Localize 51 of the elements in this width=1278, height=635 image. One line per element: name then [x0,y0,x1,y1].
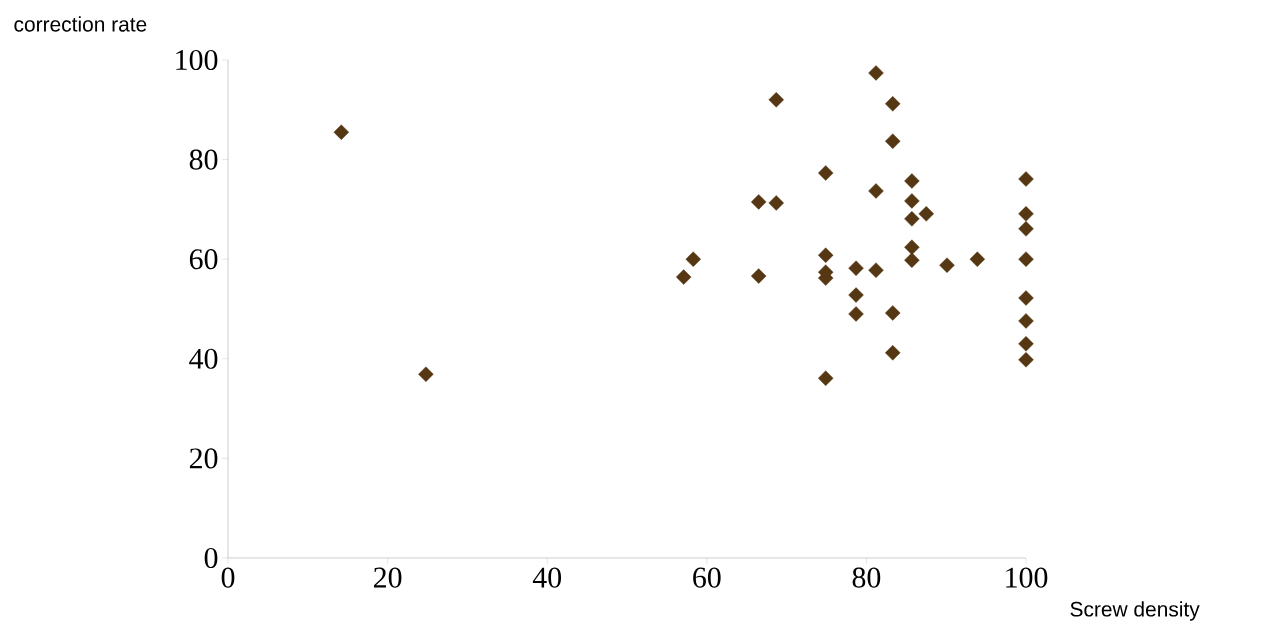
x-tick-label: 60 [693,567,721,588]
point [1018,290,1034,306]
point [868,65,884,81]
point [885,345,901,361]
y-axis-title: correction rate [14,16,147,32]
point [885,133,901,149]
point [675,269,692,285]
point [685,251,701,267]
y-tick-label: 40 [189,348,218,369]
point [1018,336,1034,352]
x-tick-label: 80 [852,567,881,588]
point [768,195,784,211]
point [1018,221,1034,237]
point [885,96,901,112]
point [1018,171,1034,187]
point [1018,206,1034,222]
point [939,257,955,273]
y-tick-label: 100 [176,49,218,71]
point [904,252,920,268]
point [885,305,901,321]
point [751,268,767,284]
point [904,211,920,227]
point [868,183,884,199]
x-axis-title: Screw density [1070,601,1200,621]
point [904,193,920,209]
point [848,306,864,322]
x-tick-label: 40 [532,567,562,588]
x-tick-label: 20 [373,567,402,588]
point [818,165,834,181]
point [918,206,934,222]
point [818,247,834,263]
point [751,194,767,210]
y-tick-label: 80 [189,149,218,170]
point [969,251,986,267]
x-tick-label: 100 [1006,567,1048,588]
point [418,366,434,382]
point [1018,352,1034,368]
point [868,262,884,278]
x-tick-label: 0 [221,567,235,588]
point [904,173,920,189]
point [904,239,920,255]
point [848,260,864,276]
y-tick-label: 20 [189,448,218,469]
point [848,287,864,303]
point [818,370,834,386]
point [1018,251,1034,267]
point [333,124,350,140]
point [1018,313,1034,329]
y-tick-label: 0 [204,547,218,569]
y-tick-label: 60 [189,249,218,270]
point [768,92,784,108]
